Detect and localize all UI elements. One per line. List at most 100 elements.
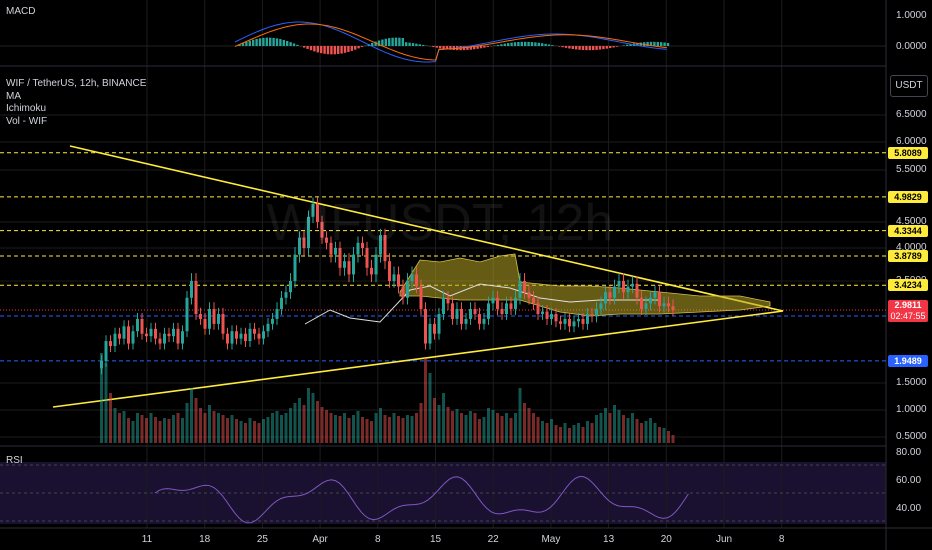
volume-bar <box>167 419 171 443</box>
candle-body <box>469 308 472 319</box>
volume-bar <box>572 425 576 443</box>
macd-histogram-bar <box>622 45 625 46</box>
macd-histogram-bar <box>279 39 282 46</box>
candle-body <box>464 318 468 324</box>
volume-bar <box>527 408 531 443</box>
volume-bar <box>500 416 504 443</box>
volume-bar <box>577 423 580 443</box>
volume-bar <box>311 393 315 443</box>
candle-body <box>379 235 382 255</box>
macd-pane <box>0 21 886 63</box>
macd-histogram-bar <box>537 42 540 46</box>
volume-bar <box>248 418 252 443</box>
candle-body <box>284 292 288 298</box>
candle-body <box>613 286 616 298</box>
candle-body <box>343 261 346 268</box>
volume-bar <box>109 393 112 443</box>
macd-histogram-bar <box>354 46 357 50</box>
macd-histogram-bar <box>333 46 336 55</box>
macd-histogram-bar <box>575 46 578 50</box>
candle-body <box>163 333 166 344</box>
candle-body <box>658 292 661 307</box>
candle-body <box>581 318 585 324</box>
macd-histogram-bar <box>269 37 272 46</box>
volume-bar <box>253 421 256 443</box>
time-tick: 20 <box>660 534 672 545</box>
level-badge: 3.4234 <box>888 279 928 292</box>
volume-bar <box>226 418 229 443</box>
volume-bar <box>280 415 283 443</box>
macd-histogram-bar <box>282 39 285 46</box>
volume-bar <box>559 427 562 443</box>
candle-body <box>248 328 252 342</box>
volume-bar <box>325 410 328 443</box>
candle-body <box>370 267 373 275</box>
macd-histogram-bar <box>394 37 398 46</box>
volume-bar <box>482 417 486 443</box>
currency-button[interactable]: USDT <box>890 75 928 97</box>
macd-histogram-bar <box>496 44 500 46</box>
macd-tick-0: 0.0000 <box>896 41 927 52</box>
indicator-ichimoku[interactable]: Ichimoku <box>6 103 47 114</box>
macd-histogram-bar <box>595 46 598 50</box>
volume-bar <box>271 413 274 443</box>
candle-body <box>667 303 670 307</box>
candle-body <box>640 297 643 309</box>
candle-body <box>235 331 238 339</box>
volume-bar <box>347 418 351 443</box>
level-badge: 5.8089 <box>888 146 928 159</box>
macd-histogram-bar <box>313 46 316 52</box>
candle-body <box>523 281 526 293</box>
candle-body <box>496 297 499 309</box>
volume-bar <box>437 405 441 443</box>
candle-body <box>262 331 265 339</box>
time-tick: 13 <box>603 534 615 545</box>
candle-body <box>226 333 229 344</box>
candle-body <box>415 274 418 287</box>
price-tick: 1.5000 <box>896 377 927 388</box>
candle-body <box>307 216 310 248</box>
macd-histogram-bar <box>510 42 513 46</box>
chart-legend: WIF / TetherUS, 12h, BINANCE MA Ichimoku… <box>6 78 146 128</box>
volume-bar <box>487 408 490 443</box>
candle-body <box>460 308 463 324</box>
candle-body <box>311 203 315 217</box>
volume-bar <box>379 408 382 443</box>
volume-bar <box>352 415 355 443</box>
candle-body <box>122 326 126 339</box>
volume-bar <box>118 413 121 443</box>
indicator-volume[interactable]: Vol - WIF <box>6 115 48 127</box>
volume-bar <box>496 413 499 443</box>
volume-bar <box>338 416 342 443</box>
time-tick: 22 <box>487 534 499 545</box>
macd-histogram-bar <box>578 46 581 50</box>
time-tick: May <box>541 534 561 545</box>
volume-bar <box>149 413 153 443</box>
macd-histogram-bar <box>316 46 319 53</box>
rsi-tick-40: 40.00 <box>896 503 922 514</box>
candle-body <box>595 308 598 317</box>
macd-histogram-bar <box>653 41 656 46</box>
macd-histogram-bar <box>507 43 510 46</box>
candle-body <box>559 321 562 324</box>
macd-histogram-bar <box>636 42 639 46</box>
lower-trendline <box>52 310 784 408</box>
volume-bar <box>284 413 288 443</box>
volume-bars <box>100 353 675 443</box>
candle-body <box>127 326 130 344</box>
macd-histogram-bar <box>350 46 353 51</box>
candle-body <box>554 313 558 322</box>
macd-histogram-bar <box>262 37 265 46</box>
macd-histogram-bar <box>564 46 568 48</box>
volume-bar <box>212 411 216 443</box>
current-price-badge: 2.9811 02:47:55 <box>888 300 928 322</box>
volume-bar <box>221 415 225 443</box>
candle-body <box>383 235 387 262</box>
macd-histogram-bar <box>272 37 275 46</box>
ma-line <box>304 283 660 325</box>
volume-bar <box>230 415 234 443</box>
candle-body <box>473 308 477 314</box>
indicator-ma[interactable]: MA <box>6 90 21 102</box>
symbol-title[interactable]: WIF / TetherUS, 12h, BINANCE <box>6 78 147 89</box>
